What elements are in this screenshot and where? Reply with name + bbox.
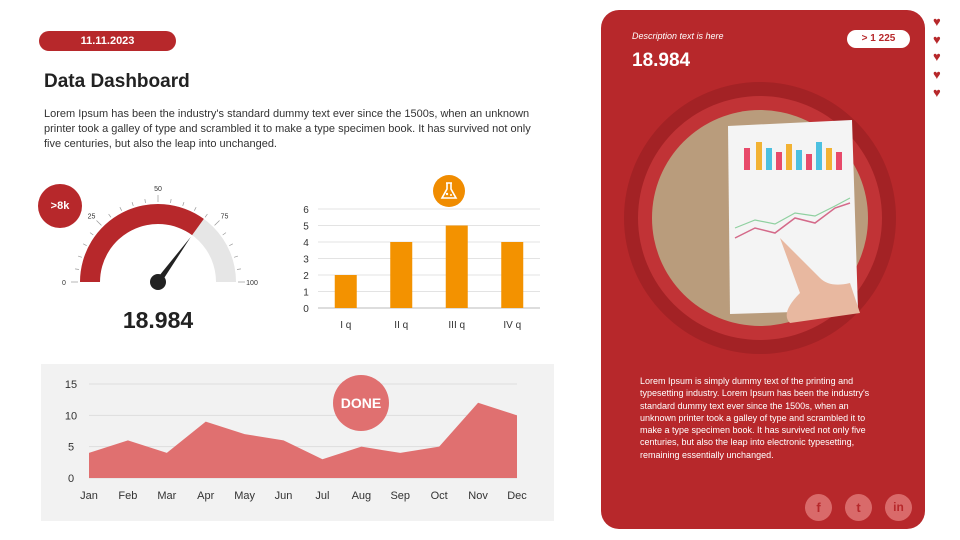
facebook-icon[interactable]: f <box>805 494 832 521</box>
gauge-tick-label: 50 <box>154 186 162 193</box>
area-chart: 0 5 10 15 Jan Feb Mar Apr May Jun Jul Aug Sep Oct Nov D… <box>65 379 527 502</box>
gauge-tick-label: 25 <box>88 214 96 221</box>
x-tick-label: IV q <box>503 320 521 331</box>
intro-text: Lorem Ipsum has been the industry's stan… <box>44 108 531 150</box>
card-value: 18.984 <box>632 50 691 71</box>
gauge-fill <box>80 204 204 282</box>
y-tick-label: 0 <box>68 473 74 485</box>
x-tick-label: Oct <box>431 490 448 502</box>
twitter-icon[interactable]: t <box>845 494 872 521</box>
x-tick-label: Apr <box>197 490 214 502</box>
bar <box>501 242 524 308</box>
gauge-value: 18.984 <box>122 307 194 333</box>
y-tick-label: 10 <box>65 410 77 422</box>
y-tick-label: 6 <box>303 205 309 216</box>
gauge-needle-hub <box>150 274 166 290</box>
card-body-text: Lorem Ipsum is simply dummy text of the … <box>640 376 870 460</box>
y-tick-label: 1 <box>303 288 309 299</box>
gauge-tick <box>96 220 102 226</box>
gauge: 0 25 50 75 100 <box>62 186 258 290</box>
gauge-tick <box>82 243 87 246</box>
x-tick-label: May <box>234 490 255 502</box>
x-tick-label: Nov <box>468 490 488 502</box>
done-badge: DONE <box>333 375 389 431</box>
x-tick-label: Feb <box>118 490 137 502</box>
y-tick-label: 2 <box>303 271 309 282</box>
y-tick-label: 3 <box>303 255 309 266</box>
x-tick-label: Dec <box>507 490 527 502</box>
heart-icon: ♥ <box>933 49 941 64</box>
gauge-tick <box>236 268 242 270</box>
page-title: Data Dashboard <box>44 71 190 92</box>
x-tick-label: Aug <box>352 490 372 502</box>
y-tick-label: 5 <box>68 442 74 454</box>
y-tick-label: 15 <box>65 379 77 391</box>
y-tick-label: 4 <box>303 238 309 249</box>
date-badge: 11.11.2023 <box>39 31 176 51</box>
card-description: Description text is here <box>632 31 724 41</box>
x-tick-label: I q <box>340 320 351 331</box>
gauge-tick <box>144 198 146 204</box>
heart-icon: ♥ <box>933 14 941 29</box>
heart-icon: ♥ <box>933 67 941 82</box>
y-tick-label: 0 <box>303 304 309 315</box>
linkedin-icon[interactable]: in <box>885 494 912 521</box>
gauge-tick <box>214 220 220 226</box>
gauge-tick <box>229 243 234 246</box>
gauge-tick <box>204 213 208 218</box>
gauge-needle <box>155 236 191 284</box>
photo-circle <box>624 82 896 354</box>
gauge-tick <box>74 268 80 270</box>
gauge-tick <box>222 232 227 236</box>
gauge-tick-label: 75 <box>221 214 229 221</box>
bar <box>334 275 357 308</box>
gauge-tick <box>233 255 238 258</box>
gauge-tick-label: 100 <box>246 280 258 287</box>
x-tick-label: Jun <box>275 490 293 502</box>
x-tick-label: Mar <box>157 490 176 502</box>
bar <box>445 225 468 308</box>
x-tick-label: Jan <box>80 490 98 502</box>
gauge-tick <box>108 213 112 218</box>
x-tick-label: Sep <box>390 490 410 502</box>
gauge-tick <box>119 206 122 211</box>
flask-icon <box>433 175 465 207</box>
gauge-tick <box>170 198 172 204</box>
x-tick-label: III q <box>448 320 465 331</box>
gauge-tick <box>78 255 83 258</box>
gauge-tick-label: 0 <box>62 280 66 287</box>
bar <box>390 242 413 308</box>
y-tick-label: 5 <box>303 222 309 233</box>
gauge-badge: >8k <box>38 184 82 228</box>
gauge-tick <box>131 202 134 207</box>
bar-chart: 0 1 2 3 4 5 6 I q II q III q IV q <box>303 205 540 331</box>
area-series <box>89 402 517 478</box>
gauge-tick <box>182 202 185 207</box>
heart-icon: ♥ <box>933 85 941 100</box>
x-tick-label: Jul <box>315 490 329 502</box>
gauge-tick <box>89 232 94 236</box>
x-tick-label: II q <box>394 320 408 331</box>
chart-paper-photo <box>728 120 860 323</box>
heart-icon: ♥ <box>933 32 941 47</box>
card-pill: > 1 225 <box>847 30 910 48</box>
gauge-tick <box>194 206 197 211</box>
